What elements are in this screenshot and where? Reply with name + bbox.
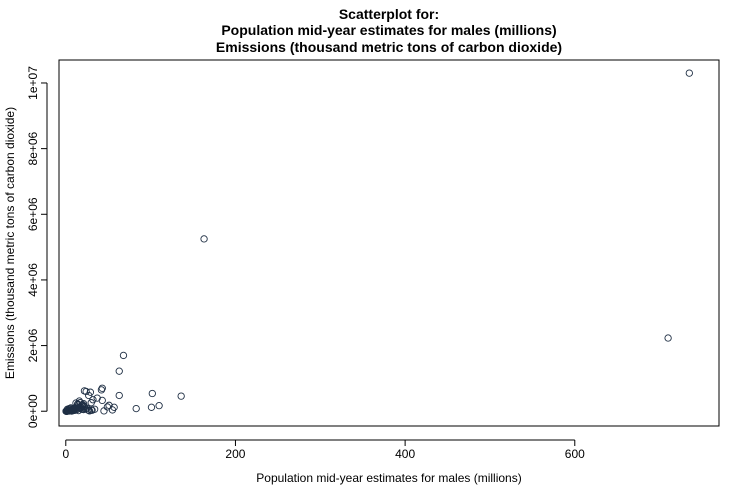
y-tick-label: 6e+06 [26, 197, 40, 231]
scatter-point [68, 407, 76, 415]
scatter-point [98, 384, 106, 392]
scatter-point [80, 387, 89, 395]
scatter-point [87, 399, 95, 407]
scatter-point [88, 406, 96, 414]
scatter-point [85, 391, 93, 400]
scatter-point [72, 399, 80, 407]
x-axis: 0 200 400 600 [62, 439, 585, 461]
chart-title-line-3: Emissions (thousand metric tons of carbo… [216, 39, 562, 55]
y-tick-label: 4e+06 [26, 263, 40, 297]
chart-title-line-1: Scatterplot for: [339, 6, 439, 22]
x-tick-label: 0 [62, 447, 69, 461]
chart-title: Scatterplot for: Population mid-year est… [216, 6, 562, 55]
scatter-point [105, 401, 113, 409]
scatter-point [147, 403, 156, 411]
scatter-point [100, 407, 108, 415]
x-tick-label: 400 [395, 447, 415, 461]
scatter-point [132, 404, 140, 413]
y-tick-label: 1e+07 [26, 66, 40, 100]
scatter-point [685, 69, 693, 77]
x-axis-label: Population mid-year estimates for males … [256, 471, 521, 485]
scatter-point [177, 392, 185, 400]
scatter-point [148, 389, 156, 398]
scatter-point [119, 351, 128, 360]
y-axis-label: Emissions (thousand metric tons of carbo… [3, 107, 17, 379]
scatter-point [62, 407, 70, 415]
scatter-point [664, 334, 672, 342]
scatter-point [155, 401, 163, 410]
data-points [62, 69, 693, 415]
x-tick-label: 600 [565, 447, 585, 461]
y-tick-label: 8e+06 [26, 131, 40, 165]
y-axis: 0e+00 2e+06 4e+06 6e+06 8e+06 1e+07 [26, 66, 48, 428]
scatter-point [115, 391, 123, 400]
scatter-point [84, 406, 92, 414]
y-tick-label: 2e+06 [26, 328, 40, 362]
scatter-point [115, 367, 123, 375]
chart-title-line-2: Population mid-year estimates for males … [221, 22, 556, 38]
scatter-point [97, 386, 106, 394]
scatter-point [103, 403, 112, 411]
y-tick-label: 0e+00 [26, 394, 40, 428]
scatter-point [79, 401, 87, 410]
x-tick-label: 200 [225, 447, 245, 461]
plot-area [58, 59, 720, 427]
scatter-point [200, 235, 208, 243]
scatter-point [93, 394, 101, 402]
